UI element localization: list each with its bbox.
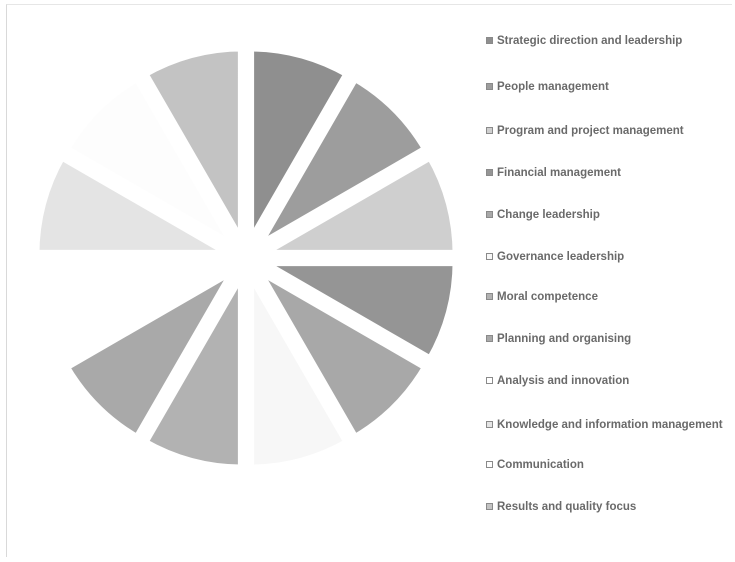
legend-label: Financial management xyxy=(497,167,621,179)
pie-slice xyxy=(59,71,243,255)
pie-slice xyxy=(249,71,433,255)
pie-slice xyxy=(137,41,248,252)
pie-chart xyxy=(29,41,463,475)
chart-legend: Strategic direction and leadership Peopl… xyxy=(486,30,735,530)
legend-label: Strategic direction and leadership xyxy=(497,35,683,47)
legend-label: Communication xyxy=(497,459,584,471)
legend-label: Results and quality focus xyxy=(497,501,637,513)
legend-swatch xyxy=(486,127,493,134)
legend-label: Analysis and innovation xyxy=(497,375,630,387)
legend-item: Analysis and innovation xyxy=(486,374,735,388)
legend-item: Results and quality focus xyxy=(486,500,735,514)
legend-swatch xyxy=(486,253,493,260)
legend-label: Moral competence xyxy=(497,291,598,303)
legend-swatch xyxy=(486,169,493,176)
legend-label: Planning and organising xyxy=(497,333,632,345)
legend-swatch xyxy=(486,211,493,218)
pie-slice xyxy=(137,264,248,475)
legend-swatch xyxy=(486,293,493,300)
legend-label: Governance leadership xyxy=(497,251,625,263)
pie-slice xyxy=(29,149,240,260)
chart-frame xyxy=(6,4,732,557)
legend-label: People management xyxy=(497,81,609,93)
pie-slice xyxy=(244,264,355,475)
legend-item: Moral competence xyxy=(486,290,735,304)
legend-item: Strategic direction and leadership xyxy=(486,34,735,48)
legend-swatch xyxy=(486,335,493,342)
legend-item: Change leadership xyxy=(486,208,735,222)
legend-swatch xyxy=(486,83,493,90)
legend-item: Communication xyxy=(486,458,735,472)
legend-item: People management xyxy=(486,80,735,94)
legend-item: Knowledge and information management xyxy=(486,418,735,432)
legend-label: Knowledge and information management xyxy=(497,419,723,431)
pie-slice xyxy=(252,256,463,367)
legend-swatch xyxy=(486,503,493,510)
legend-swatch xyxy=(486,461,493,468)
legend-swatch xyxy=(486,377,493,384)
legend-item: Governance leadership xyxy=(486,250,735,264)
legend-item: Program and project management xyxy=(486,124,735,138)
legend-label: Change leadership xyxy=(497,209,600,221)
legend-swatch xyxy=(486,421,493,428)
legend-item: Planning and organising xyxy=(486,332,735,346)
pie-slice xyxy=(29,256,240,367)
legend-label: Program and project management xyxy=(497,125,684,137)
legend-item: Financial management xyxy=(486,166,735,180)
pie-slice xyxy=(252,149,463,260)
pie-slice xyxy=(59,261,243,445)
legend-swatch xyxy=(486,37,493,44)
pie-slice xyxy=(249,261,433,445)
pie-slice xyxy=(244,41,355,252)
